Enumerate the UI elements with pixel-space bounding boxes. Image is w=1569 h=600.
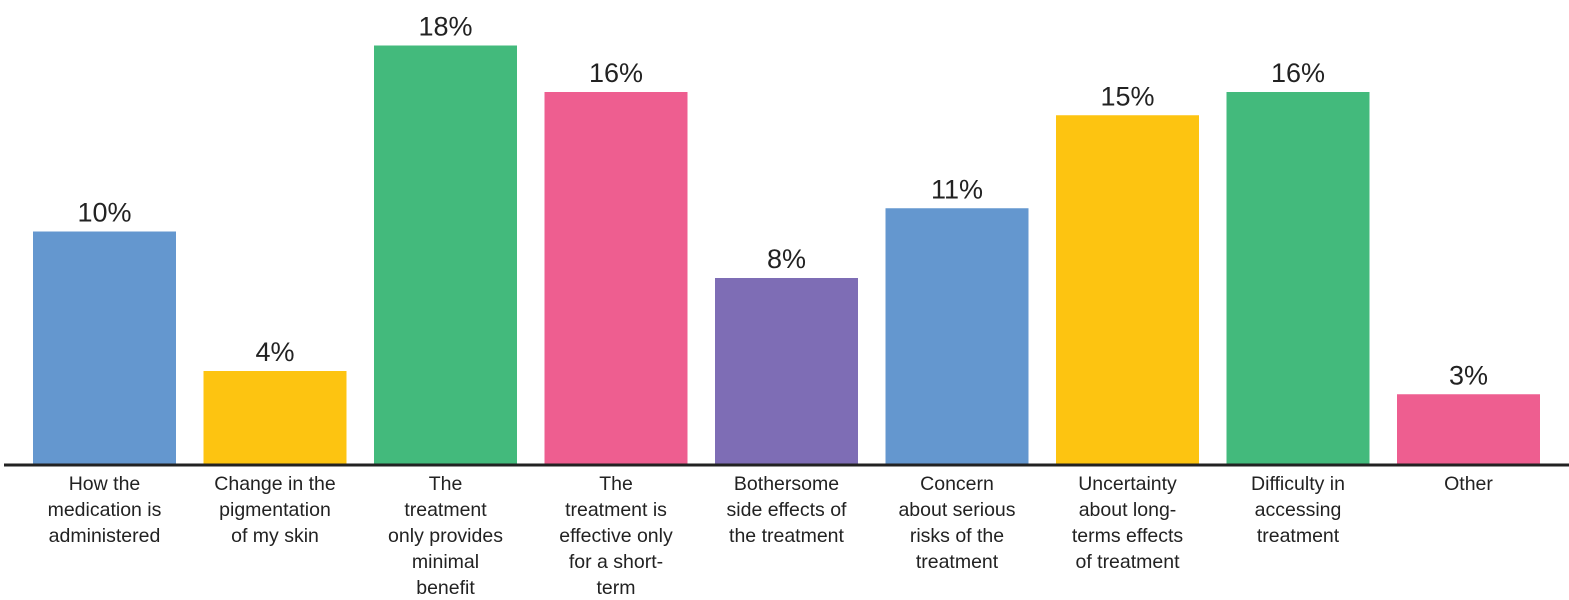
category-label-line: terms effects	[1072, 525, 1184, 547]
value-label-5: 8%	[767, 244, 806, 274]
bar-1	[33, 231, 176, 464]
category-label-9: Other	[1444, 473, 1493, 495]
category-label-line: the treatment	[729, 525, 844, 547]
category-label-line: side effects of	[727, 499, 848, 521]
category-label-line: treatment	[916, 551, 999, 573]
bar-4	[544, 92, 688, 464]
category-labels-group: How the medication is administered Change i…	[48, 473, 1494, 599]
category-label-line: The	[429, 473, 463, 495]
category-label-line: of treatment	[1075, 551, 1180, 573]
category-label-line: about serious	[898, 499, 1015, 521]
category-label-line: risks of the	[910, 525, 1004, 547]
bar-8	[1226, 92, 1370, 464]
category-label-5: Bothersome side effects of the treatment	[727, 473, 848, 547]
category-label-line: of my skin	[231, 525, 319, 547]
value-label-8: 16%	[1271, 58, 1325, 88]
category-label-line: Change in the	[214, 473, 335, 495]
category-label-line: about long-	[1079, 499, 1177, 521]
value-label-1: 10%	[77, 198, 131, 228]
bar-6	[885, 208, 1029, 464]
bars-group	[33, 45, 1540, 464]
value-label-7: 15%	[1100, 81, 1154, 111]
category-label-line: treatment	[1257, 525, 1340, 547]
value-label-3: 18%	[418, 12, 472, 42]
value-label-2: 4%	[255, 337, 294, 367]
bar-7	[1056, 115, 1199, 464]
category-label-line: pigmentation	[219, 499, 331, 521]
category-label-3: The treatment only provides minimal benefit	[388, 473, 503, 599]
value-label-9: 3%	[1449, 360, 1488, 390]
category-label-line: accessing	[1255, 499, 1342, 521]
value-label-6: 11%	[931, 174, 983, 204]
bar-2	[203, 371, 347, 464]
category-label-line: for a short-	[569, 551, 663, 573]
category-label-2: Change in the pigmentation of my skin	[214, 473, 335, 547]
category-label-line: effective only	[559, 525, 673, 547]
category-label-line: How the	[69, 473, 141, 495]
category-label-7: Uncertainty about long-terms effects of tr…	[1072, 473, 1184, 573]
category-label-line: Other	[1444, 473, 1493, 495]
bar-9	[1397, 394, 1540, 464]
category-label-4: The treatment is effective only for a short…	[559, 473, 673, 599]
category-label-line: Uncertainty	[1078, 473, 1177, 495]
category-label-line: Concern	[920, 473, 994, 495]
category-label-line: Difficulty in	[1251, 473, 1345, 495]
category-label-line: medication is	[48, 499, 162, 521]
bar-5	[715, 278, 858, 464]
value-label-4: 16%	[589, 58, 643, 88]
category-label-line: Bothersome	[734, 473, 839, 495]
category-label-line: treatment	[404, 499, 487, 521]
category-label-line: benefit	[416, 577, 475, 599]
category-label-line: The	[599, 473, 633, 495]
category-label-line: term	[597, 577, 636, 599]
value-labels-group: 10% 4% 18% 16% 8% 11% 15% 16% 3%	[77, 12, 1488, 391]
bar-3	[374, 45, 517, 464]
category-label-line: minimal	[412, 551, 479, 573]
category-label-line: administered	[49, 525, 161, 547]
category-label-line: only provides	[388, 525, 503, 547]
category-label-line: treatment is	[565, 499, 667, 521]
category-label-1: How the medication is administered	[48, 473, 162, 547]
category-label-8: Difficulty in accessing treatment	[1251, 473, 1345, 547]
category-label-6: Concern about serious risks of the treatmen…	[898, 473, 1015, 573]
